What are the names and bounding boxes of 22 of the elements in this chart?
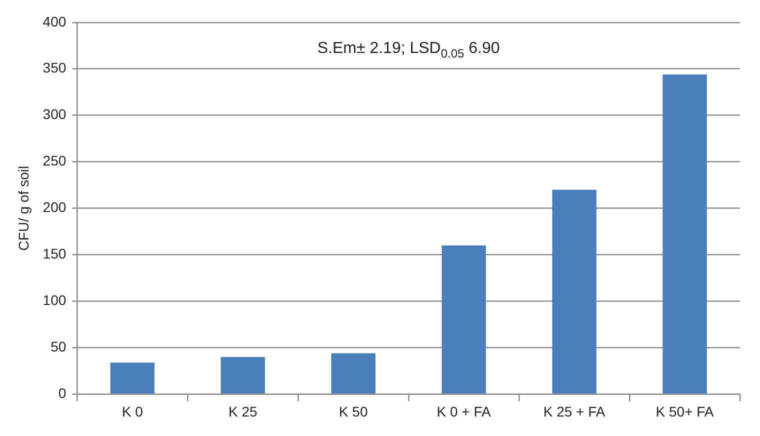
x-tick-label: K 50+ FA bbox=[656, 403, 714, 420]
bar bbox=[662, 74, 707, 394]
y-tick-label: 300 bbox=[42, 106, 66, 122]
y-axis-title: CFU/ g of soil bbox=[15, 166, 32, 251]
bar bbox=[552, 190, 596, 394]
y-tick-label: 50 bbox=[50, 338, 66, 355]
bar bbox=[442, 245, 486, 394]
y-tick-label: 200 bbox=[42, 199, 66, 216]
x-tick-label: K 50 bbox=[338, 403, 368, 420]
x-tick-label: K 0 + FA bbox=[436, 403, 492, 420]
bar bbox=[331, 353, 376, 394]
y-tick-label: 350 bbox=[42, 60, 66, 76]
x-tick-label: K 0 bbox=[122, 403, 144, 420]
y-tick-label: 0 bbox=[58, 385, 66, 402]
bar bbox=[110, 362, 154, 394]
y-tick-label: 250 bbox=[42, 152, 66, 169]
x-tick-label: K 25 bbox=[228, 403, 258, 420]
bar bbox=[220, 357, 265, 394]
y-tick-label: 150 bbox=[42, 246, 66, 262]
y-tick-label: 400 bbox=[42, 13, 66, 30]
y-tick-label: 100 bbox=[42, 292, 66, 308]
x-tick-label: K 25 + FA bbox=[543, 403, 606, 420]
